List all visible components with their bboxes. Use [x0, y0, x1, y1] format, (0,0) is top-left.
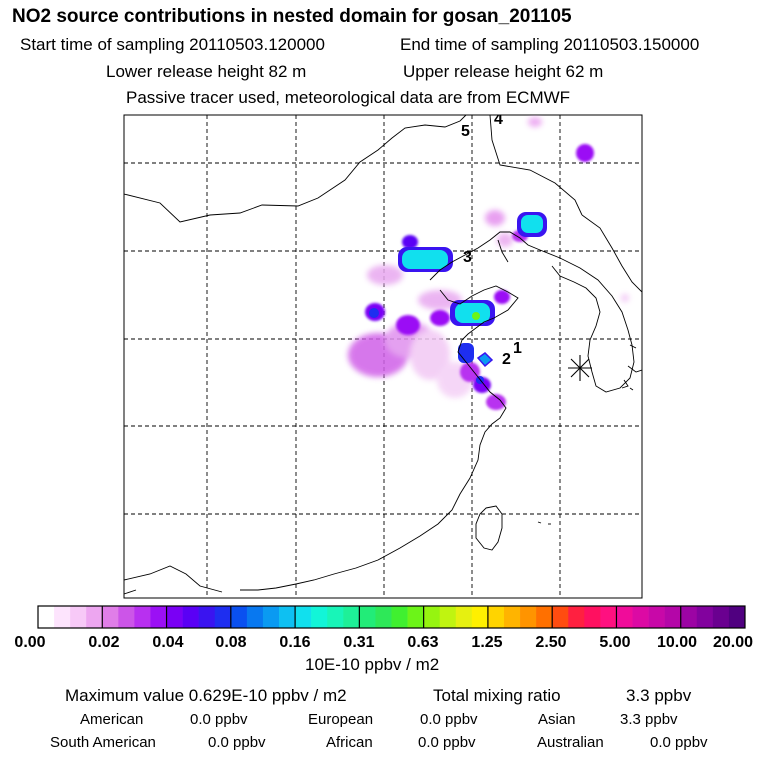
colorbar-cell	[680, 606, 698, 628]
colorbar-cell	[295, 606, 312, 628]
colorbar-tick: 0.04	[152, 634, 183, 651]
colorbar-cell	[536, 606, 553, 628]
region-name-european: European	[308, 711, 374, 728]
receptor-marker	[568, 355, 592, 381]
colorbar-tick: 0.08	[215, 634, 246, 651]
colorbar	[38, 606, 746, 628]
colorbar-cell	[214, 606, 232, 628]
upper-release-height-label: Upper release height 62 m	[403, 62, 604, 81]
colorbar-cell	[600, 606, 617, 628]
colorbar-cell	[584, 606, 601, 628]
colorbar-cell	[648, 606, 665, 628]
map-label-4: 4	[494, 111, 503, 128]
colorbar-cell	[439, 606, 457, 628]
tracer-note: Passive tracer used, meteorological data…	[126, 88, 571, 107]
colorbar-cell	[86, 606, 103, 628]
colorbar-cell	[198, 606, 216, 628]
colorbar-dividers	[101, 606, 682, 628]
colorbar-cell	[54, 606, 71, 628]
end-time-label: End time of sampling 20110503.150000	[400, 35, 700, 54]
colorbar-tick: 0.00	[14, 634, 45, 651]
start-time-label: Start time of sampling 20110503.120000	[20, 35, 325, 54]
colorbar-cell	[246, 606, 264, 628]
region-name-african: African	[326, 734, 373, 751]
colorbar-tick: 0.16	[279, 634, 310, 651]
region-value-south-american: 0.0 ppbv	[208, 734, 266, 751]
colorbar-cell	[38, 606, 55, 628]
colorbar-cell	[102, 606, 119, 628]
region-name-south-american: South American	[50, 734, 156, 751]
colorbar-cell	[391, 606, 408, 628]
colorbar-cell	[423, 606, 441, 628]
colorbar-tick: 1.25	[471, 634, 502, 651]
colorbar-cell	[182, 606, 199, 628]
colorbar-cell	[455, 606, 473, 628]
colorbar-cell	[712, 606, 730, 628]
maximum-value-label: Maximum value 0.629E-10 ppbv / m2	[65, 686, 347, 705]
map-label-1: 1	[513, 340, 522, 357]
colorbar-cell	[471, 606, 489, 628]
colorbar-cell	[230, 606, 248, 628]
colorbar-cell	[343, 606, 360, 628]
map-label-3: 3	[463, 249, 472, 266]
colorbar-cell	[552, 606, 569, 628]
field-low-values	[348, 117, 629, 398]
colorbar-cell	[616, 606, 633, 628]
colorbar-cell	[118, 606, 135, 628]
colorbar-cell	[503, 606, 521, 628]
region-name-australian: Australian	[537, 734, 604, 751]
colorbar-cell	[632, 606, 649, 628]
colorbar-tick: 0.63	[407, 634, 438, 651]
region-value-american: 0.0 ppbv	[190, 711, 248, 728]
map-content: 5 4 3 2 1	[124, 111, 642, 598]
colorbar-cell	[407, 606, 424, 628]
region-value-african: 0.0 ppbv	[418, 734, 476, 751]
colorbar-cell	[375, 606, 392, 628]
coastlines	[124, 115, 642, 595]
colorbar-cell	[70, 606, 87, 628]
colorbar-cell	[134, 606, 151, 628]
colorbar-cell	[166, 606, 183, 628]
lower-release-height-label: Lower release height 82 m	[106, 62, 307, 81]
colorbar-frame	[37, 605, 746, 629]
map-label-2: 2	[502, 351, 511, 368]
colorbar-cell	[728, 606, 746, 628]
colorbar-tick: 10.00	[657, 634, 697, 651]
total-mixing-ratio-label: Total mixing ratio	[433, 686, 561, 705]
map-label-5: 5	[461, 123, 470, 140]
region-value-australian: 0.0 ppbv	[650, 734, 708, 751]
colorbar-cell	[279, 606, 296, 628]
region-name-asian: Asian	[538, 711, 576, 728]
total-mixing-ratio-value: 3.3 ppbv	[626, 686, 692, 705]
colorbar-cell	[359, 606, 376, 628]
colorbar-tick-labels: 0.00 0.02 0.04 0.08 0.16 0.31 0.63 1.25 …	[14, 634, 753, 651]
colorbar-unit-label: 10E-10 ppbv / m2	[305, 655, 440, 674]
colorbar-tick: 0.02	[88, 634, 119, 651]
colorbar-cell	[311, 606, 328, 628]
colorbar-cell	[262, 606, 280, 628]
colorbar-cell	[327, 606, 344, 628]
colorbar-tick: 0.31	[343, 634, 374, 651]
colorbar-cell	[664, 606, 682, 628]
colorbar-cell	[696, 606, 714, 628]
region-name-american: American	[80, 711, 144, 728]
field-mid-values	[365, 144, 594, 410]
colorbar-tick: 20.00	[713, 634, 753, 651]
concentration-field	[348, 117, 629, 410]
colorbar-cell	[568, 606, 585, 628]
colorbar-tick: 5.00	[599, 634, 630, 651]
region-value-european: 0.0 ppbv	[420, 711, 478, 728]
chart-title: NO2 source contributions in nested domai…	[12, 6, 572, 27]
colorbar-cell	[487, 606, 505, 628]
region-value-asian: 3.3 ppbv	[620, 711, 678, 728]
colorbar-cell	[520, 606, 537, 628]
colorbar-cell	[150, 606, 167, 628]
colorbar-tick: 2.50	[535, 634, 566, 651]
